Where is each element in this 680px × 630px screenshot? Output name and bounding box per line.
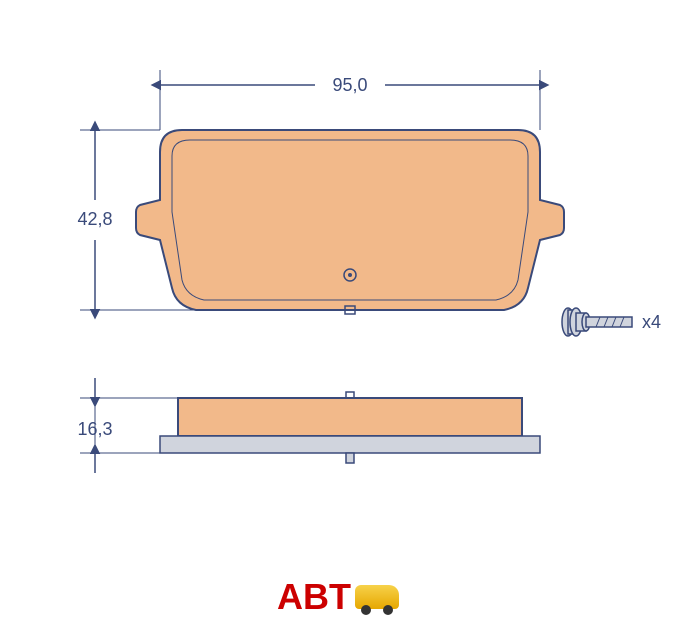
brake-pad-front-view (136, 130, 564, 314)
watermark-text-1: ABT (277, 576, 351, 618)
watermark-logo: ABT (277, 576, 403, 618)
bolt-icon: x4 (562, 308, 661, 336)
dim-height-label: 42,8 (77, 209, 112, 229)
bolt-qty-label: x4 (642, 312, 661, 332)
dim-width-label: 95,0 (332, 75, 367, 95)
brake-pad-side-view (160, 392, 540, 463)
dim-thickness-label: 16,3 (77, 419, 112, 439)
dimension-thickness: 16,3 (77, 378, 178, 473)
dimension-width: 95,0 (160, 70, 540, 130)
car-icon (355, 585, 399, 609)
